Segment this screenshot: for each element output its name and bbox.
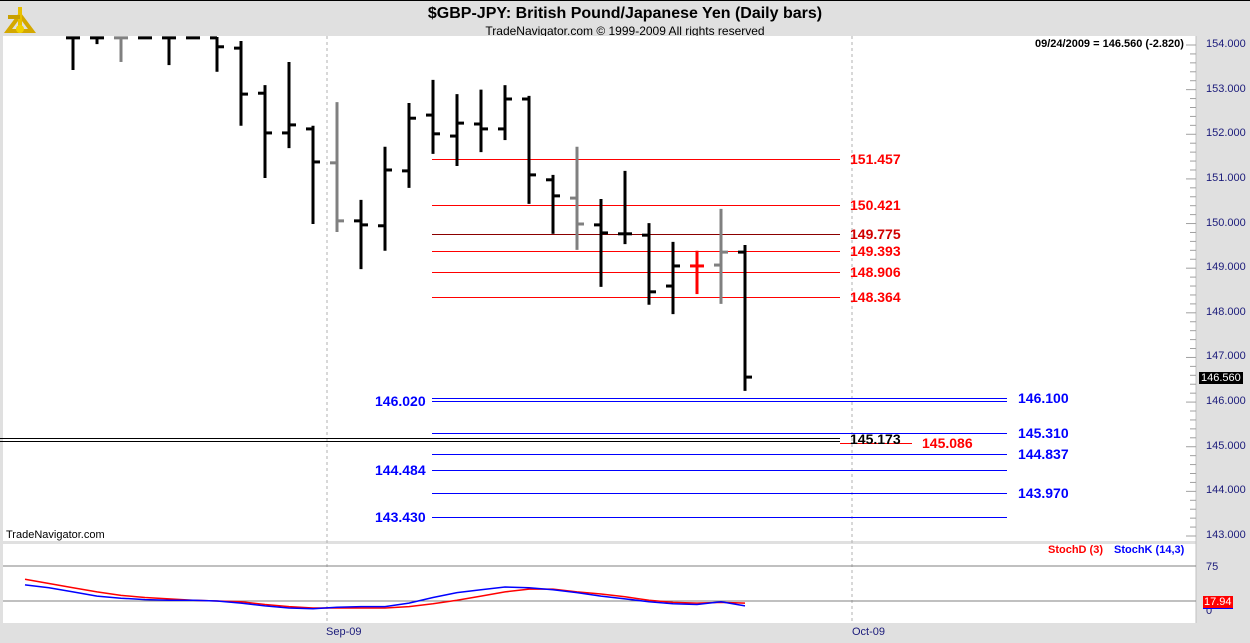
level-label: 148.364 [850,288,901,305]
title-bar: $GBP-JPY: British Pound/Japanese Yen (Da… [0,0,1250,38]
level-label: 143.430 [375,508,426,525]
level-label: 151.457 [850,150,901,167]
stochk-line [24,584,746,610]
y-tick-label: 144.000 [1206,484,1246,497]
legend-stochk: StochK (14,3) [1114,544,1185,556]
chart-title: $GBP-JPY: British Pound/Japanese Yen (Da… [427,5,823,22]
level-label: 146.100 [1018,389,1069,406]
chart-subtitle: TradeNavigator.com © 1999-2009 All right… [485,24,765,38]
y-tick-label: 154.000 [1206,38,1246,50]
stoch-last-value: 17.94 [1203,596,1233,609]
level-label: 145.310 [1018,424,1069,441]
y-tick-label: 143.000 [1206,528,1246,541]
y-tick-label: 149.000 [1206,261,1246,274]
y-tick-label: 148.000 [1206,305,1246,318]
stoch-panel [3,544,1196,623]
watermark: TradeNavigator.com [6,529,105,541]
price-readout: 09/24/2009 = 146.560 (-2.820) [1035,38,1184,50]
level-label: 149.393 [850,242,901,259]
x-tick-sep: Sep-09 [326,626,362,638]
x-tick-oct: Oct-09 [852,626,886,638]
sextant-logo-icon [4,7,36,33]
level-label: 150.421 [850,196,901,213]
stochd-line [24,578,746,609]
level-label: 146.020 [375,392,426,409]
price-panel [3,36,1196,541]
level-label: 145.086 [922,434,973,451]
y-tick-label: 152.000 [1206,127,1246,140]
level-label: 145.173 [850,430,901,447]
y-tick-label: 145.000 [1206,439,1246,452]
level-label: 144.837 [1018,445,1069,462]
y-tick-label: 147.000 [1206,350,1246,363]
level-label: 148.906 [850,263,901,280]
stoch-tick-0: 0 [1206,605,1213,617]
last-price-label: 146.560 [1199,372,1243,384]
level-label: 149.775 [850,225,901,242]
y-tick-label: 146.000 [1206,395,1246,408]
stoch-tick-75: 75 [1206,561,1219,573]
level-label: 143.970 [1018,484,1069,501]
y-tick-label: 150.000 [1206,216,1246,229]
level-label: 144.484 [375,461,426,478]
legend-stochd: StochD (3) [1048,544,1103,556]
y-tick-label: 151.000 [1206,171,1246,184]
y-tick-label: 153.000 [1206,82,1246,95]
